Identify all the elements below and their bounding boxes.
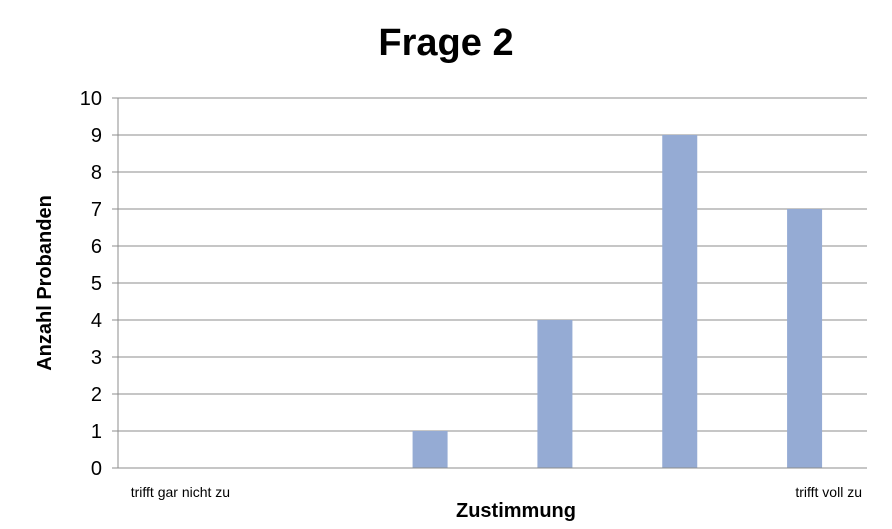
bars [412,135,823,468]
y-axis-title: Anzahl Probanden [34,195,56,371]
x-category-label: trifft gar nicht zu [131,484,230,500]
y-tick-label: 0 [91,458,102,480]
y-tick-label: 6 [91,236,102,258]
y-tick-label: 1 [91,421,102,443]
y-axis-ticks: 0 1 2 3 4 5 6 7 8 9 10 [80,88,118,480]
x-category-label: trifft voll zu [795,484,862,500]
y-tick-label: 5 [91,273,102,295]
x-axis-category-labels: trifft gar nicht zu trifft voll zu [131,484,862,500]
chart-title: Frage 2 [378,22,513,64]
y-tick-label: 9 [91,125,102,147]
y-tick-label: 3 [91,347,102,369]
y-tick-label: 4 [91,310,102,332]
bar [412,431,448,468]
bar [787,209,823,468]
y-tick-label: 2 [91,384,102,406]
bar [537,320,573,468]
gridlines [118,97,867,432]
y-tick-label: 8 [91,162,102,184]
x-axis-title: Zustimmung [456,500,576,522]
axes [117,98,867,469]
y-tick-label: 7 [91,199,102,221]
bar [662,135,698,468]
y-tick-label: 10 [80,88,102,110]
